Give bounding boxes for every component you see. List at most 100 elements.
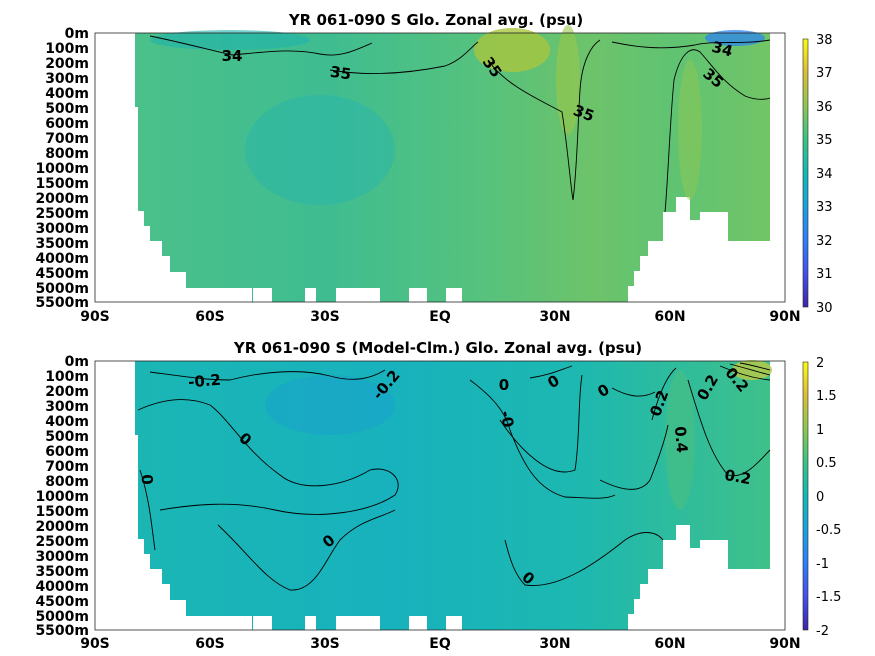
colorbar-tick-label: -2 [816, 624, 829, 639]
y-tick-label: 5000m [35, 609, 89, 625]
panel1-low-salinity-patch [245, 95, 395, 205]
y-tick-label: 4500m [35, 594, 89, 610]
colorbar-tick-label: 38 [816, 33, 833, 48]
colorbar-tick-label: 35 [816, 133, 833, 148]
panel1-contour-35-tongue [487, 39, 601, 201]
x-tick-label: 30S [310, 636, 340, 652]
colorbar-tick-label: 36 [816, 100, 833, 115]
y-tick-label: 700m [45, 459, 89, 475]
y-tick-label: 0m [65, 26, 89, 42]
y-tick-label: 0m [65, 354, 89, 370]
panel1-title: YR 061-090 S Glo. Zonal avg. (psu) [288, 11, 583, 29]
y-tick-label: 1500m [35, 504, 89, 520]
y-tick-label: 100m [45, 41, 89, 57]
panel1-contour-35-south [329, 41, 479, 74]
y-tick-label: 100m [45, 369, 89, 385]
y-tick-label: 1000m [35, 489, 89, 505]
salinity-panel: YR 061-090 S Glo. Zonal avg. (psu) 34 35… [35, 11, 832, 325]
x-tick-label: 60S [195, 636, 225, 652]
panel2-contour-line [651, 367, 677, 421]
colorbar-tick-label: 2 [816, 356, 824, 371]
x-tick-label: 30N [539, 636, 570, 652]
panel2-contour-label: -0.2 [187, 371, 221, 392]
colorbar-tick-label: -1.5 [816, 590, 841, 605]
panel2-contour-label: 0 [499, 376, 509, 394]
y-tick-label: 4000m [35, 251, 89, 267]
panel2-contour-line [137, 399, 399, 515]
panel2-field [135, 361, 770, 630]
x-tick-label: 60N [654, 309, 685, 325]
y-tick-label: 4500m [35, 266, 89, 282]
y-tick-label: 600m [45, 444, 89, 460]
x-tick-label: 90S [80, 309, 110, 325]
y-tick-label: 1500m [35, 176, 89, 192]
colorbar-tick-label: 30 [816, 301, 833, 316]
x-tick-label: 90S [80, 636, 110, 652]
y-tick-label: 3000m [35, 549, 89, 565]
panel2-contour-label: 0.4 [671, 426, 691, 454]
y-tick-label: 5500m [35, 295, 89, 311]
x-tick-label: 30N [539, 309, 570, 325]
y-tick-label: 700m [45, 131, 89, 147]
x-tick-label: 90N [769, 636, 800, 652]
panel1-colorbar [802, 38, 809, 308]
panel1-field [135, 33, 770, 302]
y-tick-label: 800m [45, 146, 89, 162]
panel1-high-salinity-patch [474, 28, 550, 72]
panel2-y-ticks: 0m 100m 200m 300m 400m 500m 600m 700m 80… [35, 354, 89, 639]
panel2-colorbar-ticks: -2 -1.5 -1 -0.5 0 0.5 1 1.5 2 [816, 356, 841, 639]
panel1-north-atlantic-patch [678, 60, 702, 200]
panel2-title: YR 061-090 S (Model-Clm.) Glo. Zonal avg… [233, 339, 642, 357]
panel2-contour-line [611, 387, 656, 397]
panel2-contour-label: 0 [138, 474, 157, 486]
y-tick-label: 2500m [35, 534, 89, 550]
x-tick-label: 30S [310, 309, 340, 325]
panel2-contour-line [149, 369, 386, 381]
x-tick-label: EQ [429, 636, 451, 652]
y-tick-label: 400m [45, 414, 89, 430]
panel2-contour-line [139, 469, 156, 551]
x-tick-label: 90N [769, 309, 800, 325]
panel2-positive-bias-patch [665, 370, 695, 510]
y-tick-label: 600m [45, 116, 89, 132]
y-tick-label: 500m [45, 429, 89, 445]
colorbar-tick-label: 1.5 [816, 389, 837, 404]
colorbar-tick-label: 1 [816, 423, 824, 438]
y-tick-label: 3500m [35, 236, 89, 252]
y-tick-label: 2500m [35, 206, 89, 222]
panel2-axes-frame [94, 360, 786, 631]
colorbar-tick-label: 0.5 [816, 456, 837, 471]
y-tick-label: 400m [45, 86, 89, 102]
panel2-contour-line [469, 379, 616, 499]
colorbar-tick-label: 37 [816, 66, 833, 81]
colorbar-tick-label: -1 [816, 557, 829, 572]
colorbar-tick-label: 31 [816, 267, 833, 282]
colorbar-tick-label: 32 [816, 234, 833, 249]
colorbar-tick-label: 34 [816, 167, 833, 182]
panel2-contour-line [529, 365, 573, 379]
colorbar-tick-label: 33 [816, 200, 833, 215]
y-tick-label: 5500m [35, 623, 89, 639]
salinity-bias-panel: YR 061-090 S (Model-Clm.) Glo. Zonal avg… [35, 339, 841, 652]
y-tick-label: 300m [45, 71, 89, 87]
y-tick-label: 5000m [35, 281, 89, 297]
panel1-x-ticks: 90S 60S 30S EQ 30N 60N 90N [80, 309, 800, 325]
y-tick-label: 3000m [35, 221, 89, 237]
y-tick-label: 200m [45, 56, 89, 72]
panel2-contour-line [687, 379, 771, 477]
y-tick-label: 4000m [35, 579, 89, 595]
panel1-contour-34 [149, 35, 373, 56]
panel2-colorbar [802, 361, 809, 631]
panel2-contour-line [504, 532, 664, 586]
panel2-contour-label: -0 [497, 409, 518, 429]
panel1-axes-frame [94, 32, 786, 303]
panel2-contour-line [599, 424, 669, 490]
panel1-contour-label: 34 [222, 47, 243, 65]
x-tick-label: 60N [654, 636, 685, 652]
y-tick-label: 1000m [35, 161, 89, 177]
colorbar-tick-label: 0 [816, 490, 824, 505]
panel2-negative-bias-patch [265, 375, 395, 435]
colorbar-tick-label: -0.5 [816, 523, 841, 538]
panel2-contour-line [499, 374, 583, 473]
panel1-contour-35-north [664, 49, 771, 213]
